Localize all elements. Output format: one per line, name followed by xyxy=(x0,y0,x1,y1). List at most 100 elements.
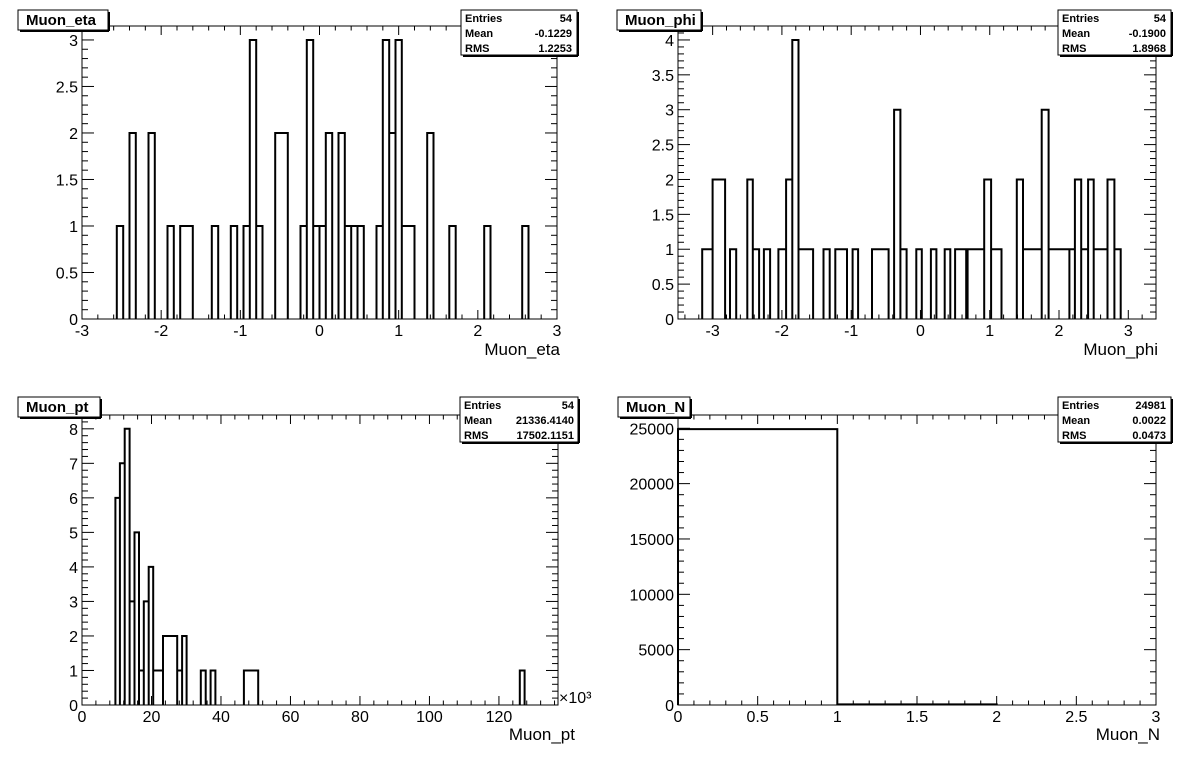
stats-label: Entries xyxy=(465,13,502,25)
x-tick-label: 80 xyxy=(351,709,369,726)
histogram-bin xyxy=(130,601,135,705)
x-tick-label: 3 xyxy=(1152,709,1161,726)
y-tick-label: 2 xyxy=(69,126,78,143)
histogram-bin xyxy=(799,249,814,319)
x-tick-label: 0 xyxy=(916,323,925,340)
y-tick-label: 0.5 xyxy=(652,277,674,294)
histogram-bin xyxy=(1049,249,1070,319)
histogram-outline xyxy=(677,428,998,706)
histogram-title: Muon_pt xyxy=(26,399,88,416)
stats-label: Mean xyxy=(1062,28,1090,40)
x-axis-title: Muon_pt xyxy=(509,725,575,744)
y-tick-label: 1 xyxy=(69,663,78,680)
histogram-bin xyxy=(275,133,288,319)
y-tick-label: 0 xyxy=(665,312,674,329)
x-axis-title: Muon_phi xyxy=(1083,340,1158,359)
histogram-bin xyxy=(520,670,525,705)
x-tick-label: 3 xyxy=(1124,323,1133,340)
histogram-bin xyxy=(427,133,433,319)
y-tick-label: 3 xyxy=(69,594,78,611)
histogram-bin xyxy=(1094,249,1108,319)
histogram-bin xyxy=(144,601,149,705)
histogram-bin xyxy=(168,226,174,319)
stats-label: RMS xyxy=(1062,430,1086,442)
histogram-bin xyxy=(256,226,262,319)
histogram-bin xyxy=(326,133,332,319)
x-tick-label: 0.5 xyxy=(747,709,769,726)
histogram-bin xyxy=(212,226,218,319)
x-tick-label: 2.5 xyxy=(1065,709,1087,726)
histogram-bin xyxy=(753,249,759,319)
stats-box xyxy=(1057,396,1172,443)
x-tick-label: 20 xyxy=(143,709,161,726)
histogram-bin xyxy=(115,498,120,705)
histogram-bin xyxy=(139,670,144,705)
x-axis-title: Muon_N xyxy=(1096,725,1160,744)
histogram-bin xyxy=(778,249,786,319)
y-tick-label: 20000 xyxy=(630,477,675,494)
x-tick-label: 2 xyxy=(1055,323,1064,340)
stats-value: 1.2253 xyxy=(538,43,572,55)
histogram-bin xyxy=(244,226,250,319)
histogram-bin xyxy=(149,567,154,705)
histogram-bin xyxy=(383,40,389,319)
histogram-bin xyxy=(351,226,357,319)
histogram-bin xyxy=(449,226,455,319)
y-tick-label: 1 xyxy=(69,219,78,236)
histogram-bin xyxy=(377,226,383,319)
histogram-bin xyxy=(945,249,951,319)
stats-value: 0.0473 xyxy=(1132,430,1166,442)
stats-value: 0.0022 xyxy=(1132,415,1166,427)
stats-label: Mean xyxy=(1062,415,1090,427)
y-tick-label: 0.5 xyxy=(56,265,78,282)
histogram-outline xyxy=(701,39,1122,319)
histogram-bin xyxy=(201,670,206,705)
histogram-title: Muon_eta xyxy=(26,12,97,29)
stats-box xyxy=(460,9,578,56)
histogram-bin xyxy=(149,133,155,319)
stats-label: RMS xyxy=(1062,43,1086,55)
histogram-bin xyxy=(1088,179,1094,319)
y-tick-label: 1.5 xyxy=(56,172,78,189)
y-tick-label: 2.5 xyxy=(56,79,78,96)
y-tick-label: 15000 xyxy=(630,532,675,549)
histogram-bin xyxy=(764,249,770,319)
histogram-bin xyxy=(1069,249,1075,319)
histogram-bin xyxy=(153,670,163,705)
x-tick-label: -3 xyxy=(706,323,720,340)
y-tick-label: 3 xyxy=(69,33,78,50)
histogram-bin xyxy=(747,179,753,319)
histogram-bin xyxy=(211,670,216,705)
histogram-bin xyxy=(389,133,395,319)
stats-label: Mean xyxy=(464,415,492,427)
y-tick-label: 2 xyxy=(69,629,78,646)
stats-box xyxy=(459,396,579,443)
y-tick-label: 3.5 xyxy=(652,68,674,85)
x-tick-label: 2 xyxy=(992,709,1001,726)
stats-value: 1.8968 xyxy=(1132,43,1166,55)
stats-label: Mean xyxy=(465,28,493,40)
stats-value: -0.1229 xyxy=(535,28,572,40)
histogram-bin xyxy=(345,226,351,319)
histogram-bin xyxy=(916,249,922,319)
histogram-panel-muon-n: 0 0.5 1 1.5 2 2.5 3 0 5000 10000 15000 20000 25000 Mu… xyxy=(617,396,1173,744)
histogram-bin xyxy=(117,226,123,319)
histogram-bin xyxy=(313,226,319,319)
histogram-bin xyxy=(402,226,415,319)
x-axis-title: Muon_eta xyxy=(484,340,560,359)
histogram-bin xyxy=(853,249,859,319)
y-tick-label: 3 xyxy=(665,103,674,120)
y-tick-label: 4 xyxy=(69,560,78,577)
x-tick-label: 40 xyxy=(212,709,230,726)
x-axis-exponent: ×10³ xyxy=(559,690,592,707)
histogram-bin xyxy=(320,226,326,319)
x-tick-label: -1 xyxy=(844,323,858,340)
y-tick-label: 2.5 xyxy=(652,138,674,155)
histogram-bin xyxy=(163,636,177,705)
y-tick-label: 5000 xyxy=(638,643,674,660)
histogram-bin xyxy=(792,40,798,319)
histogram-bin xyxy=(984,179,991,319)
histogram-bin xyxy=(1075,179,1081,319)
